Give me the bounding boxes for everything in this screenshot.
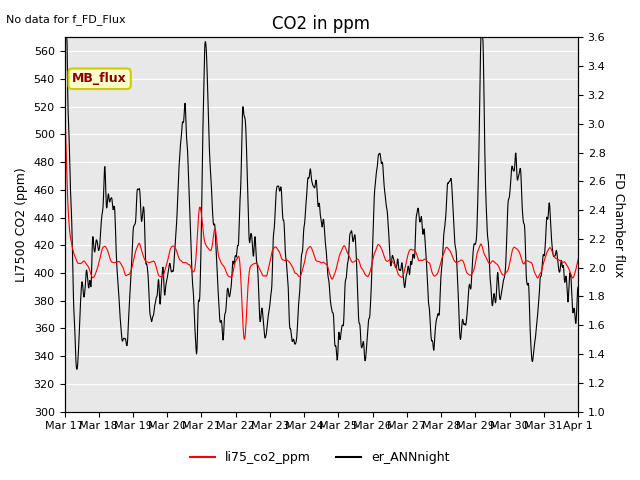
Text: No data for f_FD_Flux: No data for f_FD_Flux <box>6 14 126 25</box>
Y-axis label: FD Chamber flux: FD Chamber flux <box>612 172 625 277</box>
Title: CO2 in ppm: CO2 in ppm <box>272 15 371 33</box>
Legend: li75_co2_ppm, er_ANNnight: li75_co2_ppm, er_ANNnight <box>186 446 454 469</box>
Y-axis label: LI7500 CO2 (ppm): LI7500 CO2 (ppm) <box>15 167 28 282</box>
Text: MB_flux: MB_flux <box>72 72 127 85</box>
